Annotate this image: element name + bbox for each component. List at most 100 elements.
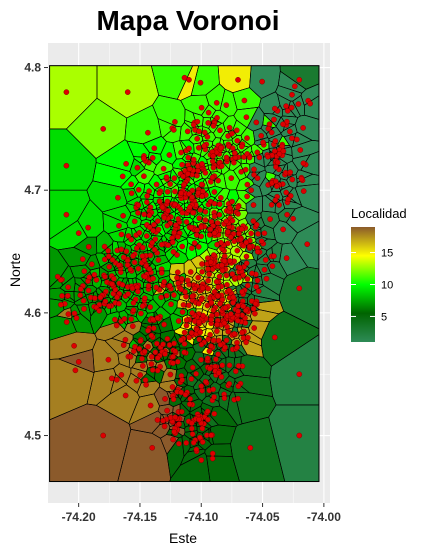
voronoi-edge [165, 206, 175, 215]
data-point [162, 396, 168, 402]
data-point [300, 125, 306, 131]
data-point [223, 337, 230, 344]
data-point [179, 209, 186, 216]
data-point [137, 372, 143, 378]
voronoi-edge [261, 310, 320, 367]
voronoi-edge [197, 155, 208, 166]
data-point [141, 295, 148, 301]
data-point [167, 371, 174, 378]
data-point [154, 340, 160, 347]
data-point [120, 342, 127, 348]
data-point [149, 155, 156, 161]
voronoi-edge [189, 220, 194, 232]
voronoi-edge [129, 158, 145, 177]
data-point [223, 154, 230, 161]
voronoi-cell [206, 455, 240, 482]
voronoi-cell [261, 311, 319, 367]
plot-panel [48, 43, 330, 503]
data-point [65, 284, 71, 291]
data-point [190, 209, 196, 216]
data-point [178, 190, 184, 196]
voronoi-cell [151, 65, 193, 100]
data-point [123, 160, 129, 167]
data-point [141, 173, 147, 179]
data-point [149, 239, 155, 246]
voronoi-edge [234, 392, 277, 425]
data-point [214, 115, 220, 121]
data-point [145, 343, 151, 350]
data-point [248, 187, 254, 193]
data-point [238, 168, 244, 175]
data-point [204, 408, 211, 415]
data-point [304, 241, 311, 247]
voronoi-cell [137, 381, 160, 398]
data-point [254, 277, 261, 284]
data-point [276, 151, 283, 157]
data-point [182, 391, 189, 398]
data-point [211, 394, 217, 400]
voronoi-cell [210, 406, 238, 427]
data-point [193, 370, 199, 377]
y-tick-label: 4.5 [24, 429, 41, 443]
voronoi-cell [92, 338, 120, 372]
voronoi-cell [49, 246, 69, 288]
data-point [160, 417, 166, 424]
data-point [196, 300, 202, 307]
voronoi-edge [161, 221, 172, 234]
data-point [176, 421, 182, 427]
data-point [254, 248, 261, 255]
voronoi-cell [191, 65, 220, 96]
data-point [112, 316, 118, 323]
data-point [206, 271, 212, 277]
data-point [196, 336, 203, 343]
data-point [231, 150, 238, 156]
data-point [210, 337, 217, 344]
voronoi-cell [152, 95, 186, 127]
data-point [97, 294, 104, 301]
data-point [272, 138, 279, 144]
data-point [125, 291, 131, 297]
data-point [297, 147, 304, 153]
voronoi-cell [157, 118, 177, 138]
data-point [250, 218, 257, 224]
voronoi-edge [136, 344, 144, 354]
data-point [134, 164, 141, 171]
data-point [119, 281, 126, 288]
voronoi-cell [230, 417, 285, 482]
data-point [144, 199, 150, 205]
data-point [271, 148, 278, 154]
data-point [171, 175, 178, 181]
data-point [111, 275, 117, 282]
data-point [289, 176, 296, 183]
data-point [217, 300, 223, 307]
data-point [172, 348, 178, 355]
data-point [184, 128, 191, 135]
data-point [229, 271, 236, 277]
voronoi-edge [222, 271, 231, 281]
data-point [156, 190, 163, 197]
voronoi-cell [269, 334, 319, 405]
voronoi-edge [223, 375, 236, 388]
data-point [158, 294, 164, 301]
voronoi-edge [262, 195, 276, 213]
voronoi-cell [210, 424, 237, 445]
data-point [221, 253, 228, 260]
data-point [250, 202, 257, 208]
data-point [261, 230, 268, 236]
data-point [194, 118, 201, 125]
data-point [92, 295, 98, 301]
data-point [174, 358, 181, 365]
data-point [198, 356, 204, 363]
data-point [234, 339, 240, 346]
data-point [197, 434, 203, 441]
data-point [181, 341, 188, 347]
voronoi-edge [107, 279, 113, 289]
data-point [164, 188, 171, 195]
legend-tick-label: 10 [381, 280, 393, 292]
data-point [114, 294, 120, 301]
x-tick-label: -74.10 [184, 510, 218, 524]
voronoi-edge [96, 293, 105, 302]
data-point [215, 351, 221, 358]
data-point [234, 137, 241, 144]
data-point [296, 77, 303, 83]
